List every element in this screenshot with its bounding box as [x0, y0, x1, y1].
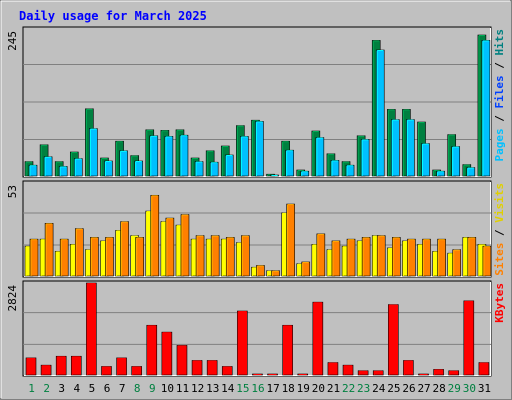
series-axis-label: Sites / Visits [493, 183, 506, 276]
day-label: 25 [387, 382, 400, 395]
axis-label-part: / [493, 56, 506, 76]
day-label: 13 [206, 382, 219, 395]
day-label: 28 [433, 382, 446, 395]
axis-label-part: Hits [493, 29, 506, 56]
y-max-label: 53 [6, 185, 19, 198]
day-label: 30 [463, 382, 476, 395]
plot-area-kbytes [22, 280, 492, 377]
panel-visits-sites: 53 Sites / Visits [6, 180, 506, 278]
day-label: 23 [357, 382, 370, 395]
panel-hits-files-pages: 245 Pages / Files / Hits [6, 26, 506, 178]
day-label: 11 [176, 382, 189, 395]
day-label: 21 [327, 382, 340, 395]
chart-title: Daily usage for March 2025 [19, 9, 207, 23]
y-max-label: 245 [6, 31, 19, 51]
day-label: 29 [448, 382, 461, 395]
day-label: 15 [236, 382, 249, 395]
day-label: 9 [149, 382, 156, 395]
axis-label-part: / [493, 109, 506, 129]
day-label: 22 [342, 382, 355, 395]
day-label: 1 [28, 382, 35, 395]
day-label: 10 [161, 382, 174, 395]
axis-label-part: Sites [493, 243, 506, 276]
day-label: 14 [221, 382, 235, 395]
day-label: 27 [417, 382, 430, 395]
day-label: 26 [402, 382, 415, 395]
day-label: 17 [266, 382, 279, 395]
series-axis-label: KBytes [493, 283, 506, 323]
axis-label-part: Visits [493, 183, 506, 223]
day-label: 4 [74, 382, 81, 395]
y-max-label: 2824 [6, 285, 19, 312]
day-label: 3 [58, 382, 65, 395]
panel-kbytes: 2824 KBytes [6, 280, 506, 377]
day-label: 19 [297, 382, 310, 395]
series-axis-label: Pages / Files / Hits [493, 29, 506, 162]
day-label: 5 [89, 382, 96, 395]
day-label: 31 [478, 382, 491, 395]
day-label: 7 [119, 382, 126, 395]
axis-label-part: KBytes [493, 283, 506, 323]
day-label: 24 [372, 382, 386, 395]
axis-label-part: Files [493, 75, 506, 108]
day-label: 16 [251, 382, 264, 395]
axis-label-part: Pages [493, 128, 506, 161]
day-label: 2 [43, 382, 50, 395]
day-label: 20 [312, 382, 325, 395]
axis-label-part: / [493, 223, 506, 243]
day-label: 8 [134, 382, 141, 395]
day-label: 18 [282, 382, 295, 395]
day-label: 6 [104, 382, 111, 395]
day-label: 12 [191, 382, 204, 395]
